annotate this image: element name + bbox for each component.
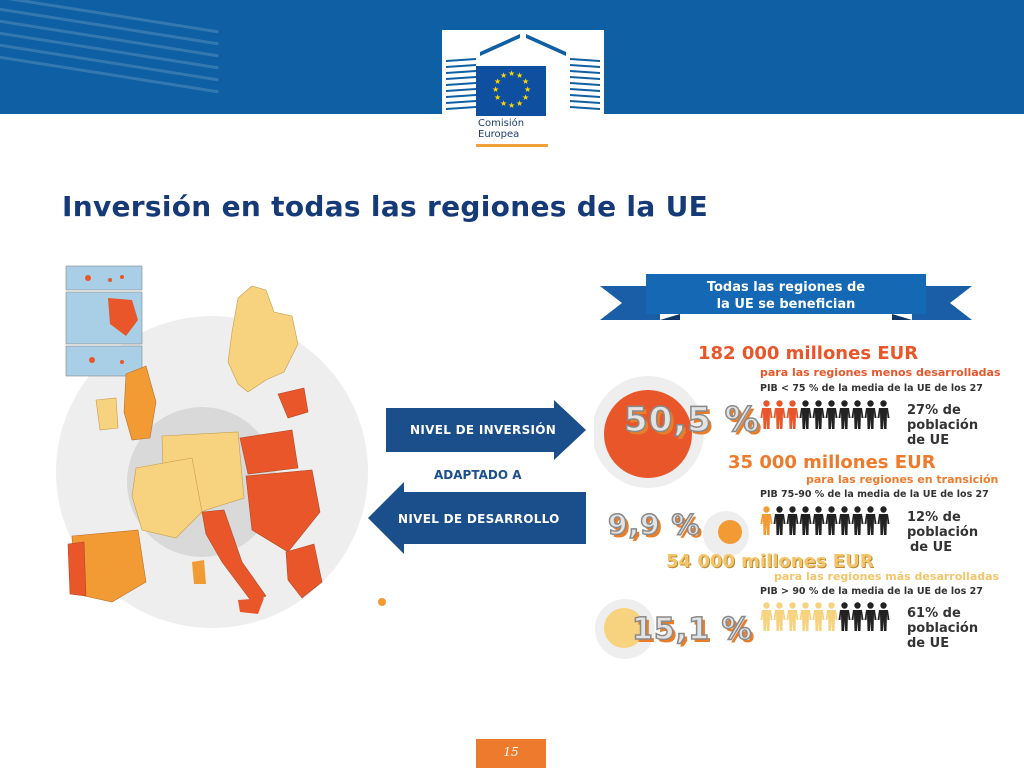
category-pib: PIB > 90 % de la media de la UE de los 2… bbox=[760, 586, 983, 597]
category-percent: 50,5 % bbox=[623, 399, 760, 441]
banner-line-1: Todas las regiones de bbox=[706, 280, 866, 295]
development-arrow-label: NIVEL DE DESARROLLO bbox=[398, 512, 560, 526]
adapted-label: ADAPTADO A bbox=[434, 468, 522, 482]
population-line: 61% de bbox=[907, 606, 961, 621]
population-line: población bbox=[907, 418, 979, 433]
category-subtitle: para las regiones en transición bbox=[806, 473, 999, 486]
person-icon bbox=[851, 400, 864, 429]
svg-text:★: ★ bbox=[500, 99, 507, 108]
european-commission-logo: ★ ★★ ★★★ ★★★ ★★★ bbox=[442, 30, 604, 150]
svg-text:★: ★ bbox=[522, 93, 529, 102]
person-icon bbox=[760, 602, 773, 631]
population-share: 61% de población de UE bbox=[907, 606, 978, 651]
page-title: Inversión en todas las regiones de la UE bbox=[62, 190, 709, 223]
eu-regions-map bbox=[56, 265, 386, 628]
person-icon bbox=[812, 506, 825, 535]
category-percent: 9,9 % bbox=[607, 507, 701, 542]
person-icon bbox=[877, 506, 890, 535]
person-icon bbox=[786, 602, 799, 631]
population-line: 27% de bbox=[907, 403, 961, 418]
person-icon bbox=[760, 400, 773, 429]
person-icon bbox=[851, 506, 864, 535]
svg-text:★: ★ bbox=[494, 77, 501, 86]
category-percent: 15,1 % bbox=[631, 611, 753, 648]
category-amount: 182 000 millones EUR bbox=[698, 343, 919, 364]
population-icons bbox=[760, 400, 890, 430]
population-line: población bbox=[907, 621, 979, 636]
investment-arrow bbox=[386, 400, 586, 460]
transition-circle bbox=[703, 511, 749, 557]
person-icon bbox=[877, 602, 890, 631]
person-icon bbox=[864, 506, 877, 535]
population-icons bbox=[760, 602, 890, 632]
category-subtitle: para las regiones más desarrolladas bbox=[774, 570, 1000, 583]
population-line: 12% de bbox=[907, 510, 961, 525]
person-icon bbox=[877, 400, 890, 429]
header-streak bbox=[0, 49, 219, 94]
person-icon bbox=[773, 602, 786, 631]
population-line: de UE bbox=[907, 636, 950, 651]
logo-line-1: Comisión bbox=[478, 118, 525, 129]
person-icon bbox=[838, 506, 851, 535]
development-arrow bbox=[368, 482, 586, 554]
person-icon bbox=[812, 602, 825, 631]
person-icon bbox=[773, 506, 786, 535]
person-icon bbox=[799, 400, 812, 429]
more-developed-circle bbox=[595, 599, 655, 659]
category-pib: PIB 75-90 % de la media de la UE de los … bbox=[760, 489, 989, 500]
svg-text:★: ★ bbox=[524, 85, 531, 94]
svg-text:★: ★ bbox=[516, 99, 523, 108]
page-number: 15 bbox=[503, 745, 519, 759]
logo-line-2: Europea bbox=[478, 129, 520, 140]
category-amount: 54 000 millones EUR bbox=[666, 551, 874, 572]
category-pib: PIB < 75 % de la media de la UE de los 2… bbox=[760, 383, 983, 394]
category-subtitle: para las regiones menos desarrolladas bbox=[760, 366, 1001, 379]
person-icon bbox=[760, 506, 773, 535]
person-icon bbox=[838, 400, 851, 429]
svg-text:★: ★ bbox=[516, 71, 523, 80]
ribbon-banner-text: Todas las regiones de la UE se beneficia… bbox=[680, 279, 892, 313]
person-icon bbox=[786, 506, 799, 535]
banner-line-2: la UE se benefician bbox=[716, 297, 856, 312]
person-icon bbox=[864, 400, 877, 429]
person-icon bbox=[864, 602, 877, 631]
investment-arrow-label: NIVEL DE INVERSIÓN bbox=[410, 423, 557, 437]
person-icon bbox=[799, 602, 812, 631]
svg-text:★: ★ bbox=[492, 85, 499, 94]
person-icon bbox=[838, 602, 851, 631]
svg-text:★: ★ bbox=[500, 71, 507, 80]
person-icon bbox=[799, 506, 812, 535]
person-icon bbox=[825, 506, 838, 535]
svg-text:★: ★ bbox=[508, 101, 515, 110]
population-icons bbox=[760, 506, 890, 536]
person-icon bbox=[851, 602, 864, 631]
population-line: de UE bbox=[910, 540, 953, 555]
ribbon-banner bbox=[600, 274, 972, 320]
header-streak bbox=[0, 0, 219, 34]
less-developed-circle bbox=[594, 376, 704, 488]
population-share: 27% de población de UE bbox=[907, 403, 978, 448]
svg-text:★: ★ bbox=[508, 69, 515, 78]
person-icon bbox=[825, 400, 838, 429]
population-line: de UE bbox=[907, 433, 950, 448]
logo-wordmark: Comisión Europea bbox=[478, 118, 524, 140]
svg-text:★: ★ bbox=[494, 93, 501, 102]
person-icon bbox=[786, 400, 799, 429]
category-amount: 35 000 millones EUR bbox=[728, 452, 936, 473]
population-line: población bbox=[907, 525, 979, 540]
person-icon bbox=[773, 400, 786, 429]
page-number-box bbox=[476, 739, 546, 768]
svg-text:★: ★ bbox=[522, 77, 529, 86]
person-icon bbox=[825, 602, 838, 631]
person-icon bbox=[812, 400, 825, 429]
logo-underline bbox=[476, 144, 548, 147]
population-share: 12% de población de UE bbox=[907, 510, 978, 555]
